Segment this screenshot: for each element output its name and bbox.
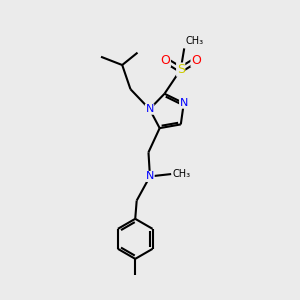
Text: N: N xyxy=(146,104,154,114)
Text: CH₃: CH₃ xyxy=(186,36,204,46)
Text: O: O xyxy=(160,54,170,67)
Text: N: N xyxy=(146,171,154,182)
Text: CH₃: CH₃ xyxy=(172,169,190,179)
Text: S: S xyxy=(177,63,185,76)
Text: N: N xyxy=(180,98,188,108)
Text: O: O xyxy=(191,54,201,67)
